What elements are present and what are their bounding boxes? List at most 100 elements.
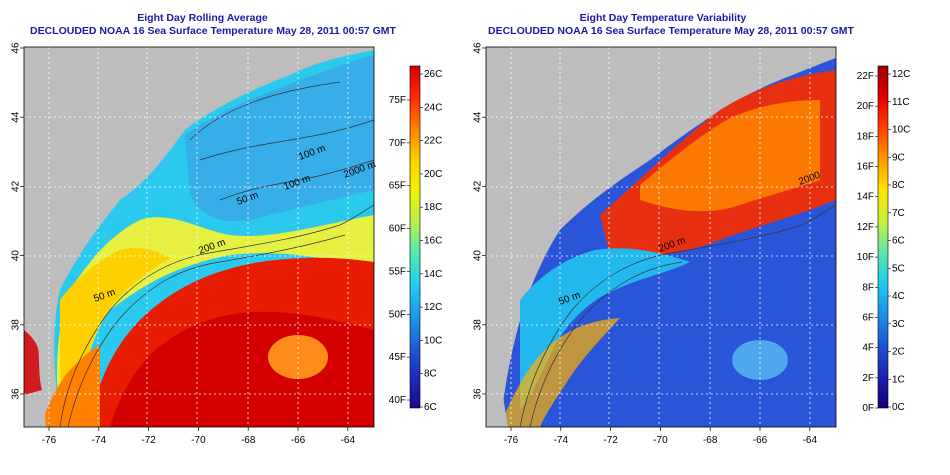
y-tick-label: 38 bbox=[11, 319, 22, 331]
left-title: Eight Day Rolling Average DECLOUDED NOAA… bbox=[30, 12, 396, 38]
gulf-of-maine bbox=[185, 55, 374, 222]
right-map-panel bbox=[486, 47, 836, 427]
coastal-warm bbox=[40, 345, 100, 427]
colorbar-celsius-label: 10C bbox=[424, 335, 442, 346]
x-tick-label: -70 bbox=[653, 435, 668, 446]
bathymetry-contours bbox=[519, 204, 836, 427]
left-colorbar: 26C 24C 22C 20C 18C 16C 14C 12C 10C 8C 6C 75F 70F 65F… bbox=[389, 65, 442, 413]
colorbar-celsius-label: 14C bbox=[424, 269, 442, 280]
left-map-frame bbox=[23, 46, 375, 428]
x-tick-label: -76 bbox=[504, 435, 519, 446]
y-tick-label: 44 bbox=[473, 111, 484, 123]
chesapeake-bay bbox=[24, 330, 42, 395]
x-tick-label: -70 bbox=[191, 435, 206, 446]
right-map-frame bbox=[485, 46, 837, 428]
y-tick-label: 42 bbox=[11, 180, 22, 192]
colorbar-celsius-label: 3C bbox=[892, 319, 905, 330]
shelf-variability bbox=[520, 248, 690, 410]
right-title-line2: DECLOUDED NOAA 16 Sea Surface Temperatur… bbox=[488, 25, 854, 37]
y-tick-label: 40 bbox=[11, 250, 22, 262]
colorbar-celsius-label: 5C bbox=[892, 263, 905, 274]
colorbar-fahrenheit-label: 20F bbox=[857, 101, 874, 112]
y-tick-label: 46 bbox=[473, 42, 484, 54]
left-colorbar-bar bbox=[409, 65, 421, 409]
colorbar-celsius-label: 8C bbox=[424, 369, 437, 380]
bathymetry-contours bbox=[59, 81, 374, 427]
coastline-land bbox=[24, 47, 120, 300]
colorbar-fahrenheit-label: 65F bbox=[389, 181, 406, 192]
colorbar-fahrenheit-label: 2F bbox=[862, 373, 874, 384]
colorbar-fahrenheit-label: 75F bbox=[389, 95, 406, 106]
grid-lines bbox=[486, 47, 836, 427]
x-tick-label: -74 bbox=[92, 435, 107, 446]
right-colorbar: 12C 11C 10C 9C 8C 7C 6C 5C 4C 3C 2C 1C 0C 22F 20F 18F 16… bbox=[857, 65, 910, 414]
mid-atlantic-warm bbox=[60, 247, 170, 380]
high-variability-core bbox=[640, 100, 820, 212]
right-axes: -76 -74 -72 -70 -68 -66 -64 36 38 40 42 44 46 bbox=[473, 42, 818, 446]
colorbar-celsius-label: 6C bbox=[892, 236, 905, 247]
delmarva-land bbox=[486, 310, 508, 427]
y-tick-label: 36 bbox=[473, 388, 484, 400]
colorbar-fahrenheit-label: 6F bbox=[862, 312, 874, 323]
ring-variability bbox=[732, 340, 788, 380]
grid-lines bbox=[24, 47, 374, 427]
colorbar-fahrenheit-label: 16F bbox=[857, 162, 874, 173]
x-tick-label: -66 bbox=[291, 435, 306, 446]
colorbar-celsius-label: 1C bbox=[892, 374, 905, 385]
right-title-line1: Eight Day Temperature Variability bbox=[579, 12, 747, 24]
colorbar-celsius-label: 9C bbox=[892, 152, 905, 163]
colorbar-celsius-label: 6C bbox=[424, 402, 437, 413]
colorbar-celsius-label: 8C bbox=[892, 180, 905, 191]
colorbar-fahrenheit-label: 0F bbox=[862, 403, 874, 414]
coastline-land bbox=[486, 47, 580, 310]
colorbar-celsius-label: 22C bbox=[424, 136, 442, 147]
x-tick-label: -64 bbox=[341, 435, 356, 446]
colorbar-fahrenheit-label: 18F bbox=[857, 131, 874, 142]
colorbar-celsius-label: 26C bbox=[424, 69, 442, 80]
colorbar-fahrenheit-label: 70F bbox=[389, 138, 406, 149]
right-colorbar-bar bbox=[877, 65, 889, 409]
x-tick-label: -64 bbox=[803, 435, 818, 446]
y-tick-label: 44 bbox=[11, 111, 22, 123]
x-tick-label: -68 bbox=[703, 435, 718, 446]
y-tick-label: 38 bbox=[473, 319, 484, 331]
colorbar-fahrenheit-label: 8F bbox=[862, 282, 874, 293]
colorbar-fahrenheit-label: 55F bbox=[389, 266, 406, 277]
colorbar-fahrenheit-label: 12F bbox=[857, 222, 874, 233]
y-tick-label: 40 bbox=[473, 250, 484, 262]
colorbar-celsius-label: 2C bbox=[892, 347, 905, 358]
colorbar-celsius-label: 12C bbox=[424, 302, 442, 313]
colorbar-celsius-label: 11C bbox=[892, 97, 910, 108]
x-tick-label: -72 bbox=[141, 435, 156, 446]
y-tick-label: 46 bbox=[11, 42, 22, 54]
colorbar-celsius-label: 16C bbox=[424, 236, 442, 247]
colorbar-fahrenheit-label: 45F bbox=[389, 352, 406, 363]
colorbar-celsius-label: 24C bbox=[424, 102, 442, 113]
colorbar-celsius-label: 0C bbox=[892, 402, 905, 413]
colorbar-fahrenheit-label: 4F bbox=[862, 343, 874, 354]
x-tick-label: -66 bbox=[753, 435, 768, 446]
right-title: Eight Day Temperature Variability DECLOU… bbox=[488, 12, 854, 38]
colorbar-fahrenheit-label: 14F bbox=[857, 192, 874, 203]
colorbar-celsius-label: 20C bbox=[424, 169, 442, 180]
left-axes: -76 -74 -72 -70 -68 -66 -64 36 38 40 42 44 46 bbox=[11, 42, 356, 446]
x-tick-label: -74 bbox=[554, 435, 569, 446]
colorbar-fahrenheit-label: 10F bbox=[857, 252, 874, 263]
colorbar-fahrenheit-label: 50F bbox=[389, 309, 406, 320]
colorbar-fahrenheit-label: 60F bbox=[389, 224, 406, 235]
colorbar-celsius-label: 18C bbox=[424, 202, 442, 213]
left-map-panel bbox=[24, 47, 374, 427]
left-title-line2: DECLOUDED NOAA 16 Sea Surface Temperatur… bbox=[30, 25, 396, 37]
colorbar-celsius-label: 4C bbox=[892, 291, 905, 302]
x-tick-label: -68 bbox=[241, 435, 256, 446]
x-tick-label: -72 bbox=[603, 435, 618, 446]
x-tick-label: -76 bbox=[42, 435, 57, 446]
y-tick-label: 42 bbox=[473, 180, 484, 192]
y-tick-label: 36 bbox=[11, 388, 22, 400]
colorbar-fahrenheit-label: 22F bbox=[857, 71, 874, 82]
colorbar-fahrenheit-label: 40F bbox=[389, 395, 406, 406]
colorbar-celsius-label: 12C bbox=[892, 69, 910, 80]
colorbar-celsius-label: 10C bbox=[892, 125, 910, 136]
colorbar-celsius-label: 7C bbox=[892, 208, 905, 219]
